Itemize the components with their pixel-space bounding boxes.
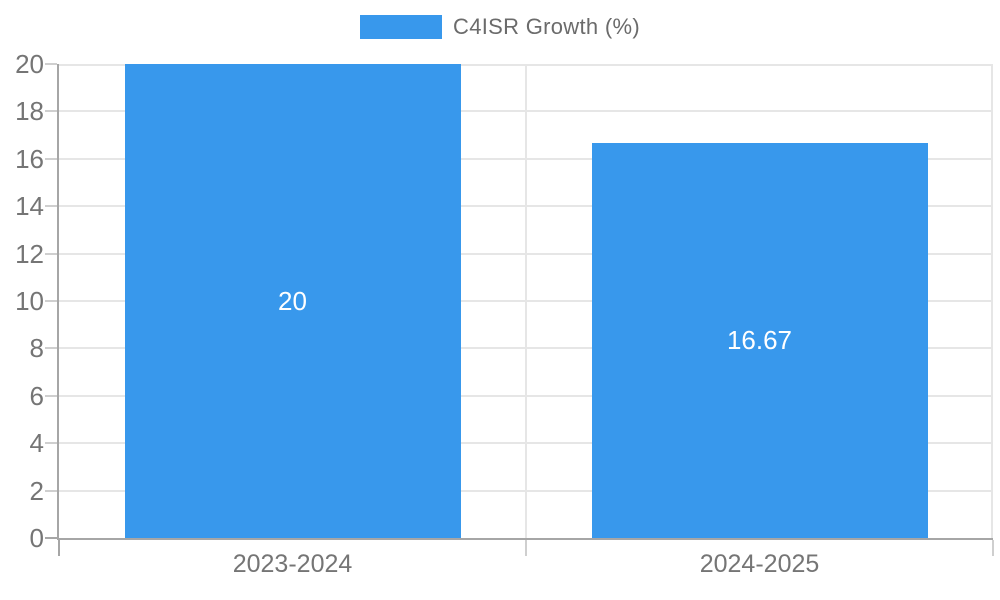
y-tick-0 [45,537,57,539]
bar-value-label-2023-2024: 20 [278,286,307,316]
y-axis-label-14: 14 [15,191,44,222]
y-tick-14 [45,205,57,208]
bar-2023-2024[interactable]: 20 [124,64,461,538]
gridline-x-right-border [991,64,993,538]
y-axis-label-0: 0 [29,523,44,553]
y-tick-10 [45,300,57,302]
y-axis-label-10: 10 [15,286,44,316]
x-tick-2 [992,540,994,556]
bar-value-label-2024-2025: 16.67 [726,325,793,356]
y-tick-8 [45,347,57,350]
x-axis-label-2023-2024: 2023-2024 [232,550,353,578]
y-axis-label-16: 16 [15,143,44,174]
y-axis-label-6: 6 [29,380,44,411]
y-tick-6 [45,394,57,397]
x-tick-0 [58,540,60,556]
y-tick-2 [45,489,57,492]
y-tick-4 [45,442,57,445]
y-axis-label-2: 2 [29,475,44,506]
bar-2024-2025[interactable]: 16.67 [591,142,928,538]
y-axis-label-4: 4 [29,428,44,459]
legend-label: C4ISR Growth (%) [453,14,640,39]
y-tick-20 [45,63,57,65]
legend[interactable]: C4ISR Growth (%) [0,14,1000,40]
legend-swatch [360,15,443,39]
gridline-x-divider-1 [525,64,527,538]
x-tick-1 [525,540,527,556]
x-axis-label-2024-2025: 2024-2025 [699,550,820,578]
y-axis-label-8: 8 [29,333,44,364]
plot-area: 20 16.67 [57,64,993,540]
y-tick-18 [45,110,57,113]
y-axis-label-18: 18 [15,96,44,127]
y-axis-label-20: 20 [15,49,44,79]
y-axis-label-12: 12 [15,238,44,269]
y-tick-12 [45,252,57,255]
y-tick-16 [45,157,57,160]
